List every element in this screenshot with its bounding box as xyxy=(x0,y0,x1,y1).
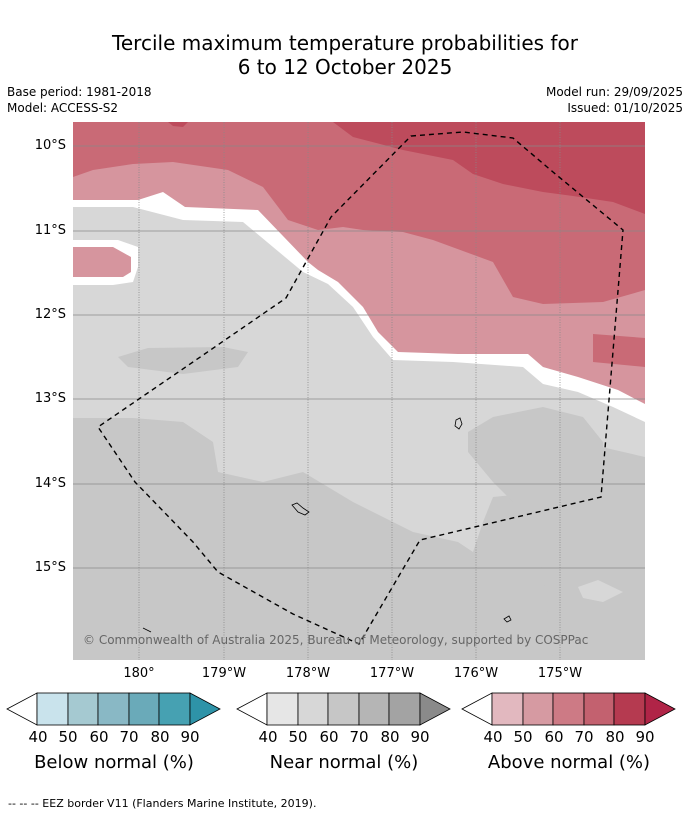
eez-border xyxy=(97,131,624,645)
near-normal-40-swatch xyxy=(266,692,299,726)
title-line-1: Tercile maximum temperature probabilitie… xyxy=(112,31,578,55)
island-outline-south xyxy=(503,615,512,623)
above-normal-80-swatch xyxy=(613,692,646,726)
near-normal-tick: 40 xyxy=(258,728,278,746)
lat-label-12s: 12°S xyxy=(34,307,66,322)
near-normal-dark-patch xyxy=(118,347,248,374)
island-outline-east xyxy=(454,417,463,430)
probability-map xyxy=(73,122,645,660)
grid-lines xyxy=(138,122,561,660)
near-normal-tick: 90 xyxy=(410,728,430,746)
eez-border-note: -- -- -- EEZ border V11 (Flanders Marine… xyxy=(8,797,317,810)
island-outline-west xyxy=(142,627,152,633)
lon-label-179w: 179°W xyxy=(201,666,247,681)
lon-label-178w: 178°W xyxy=(285,666,331,681)
near-normal-tick: 60 xyxy=(319,728,339,746)
above-normal-60-east-patch xyxy=(593,334,645,367)
above-normal-50-swatch xyxy=(522,692,554,726)
near-normal-caption: Near normal (%) xyxy=(269,752,419,773)
lat-label-13s: 13°S xyxy=(34,391,66,406)
near-normal-dark-patch-south xyxy=(578,580,623,602)
above-normal-tick: 90 xyxy=(635,728,655,746)
below-normal-low-arrow xyxy=(6,692,38,726)
near-normal-90-arrow xyxy=(419,692,451,726)
title-line-2: 6 to 12 October 2025 xyxy=(237,55,453,79)
lat-label-15s: 15°S xyxy=(34,560,66,575)
above-normal-low-arrow xyxy=(461,692,493,726)
near-normal-70-swatch xyxy=(358,692,390,726)
above-normal-60-swatch xyxy=(552,692,585,726)
above-normal-tick: 40 xyxy=(483,728,503,746)
below-normal-40-swatch xyxy=(36,692,69,726)
near-normal-60-swatch xyxy=(327,692,360,726)
near-normal-50-swatch xyxy=(297,692,329,726)
below-normal-tick: 40 xyxy=(28,728,48,746)
base-period: Base period: 1981-2018 xyxy=(7,85,152,99)
lat-label-10s: 10°S xyxy=(34,138,66,153)
near-normal-tick: 50 xyxy=(288,728,308,746)
near-normal-tick: 70 xyxy=(349,728,369,746)
above-normal-70-nw xyxy=(168,122,188,127)
above-normal-70-swatch xyxy=(583,692,615,726)
above-normal-70 xyxy=(333,122,645,214)
lon-label-176w: 176°W xyxy=(453,666,499,681)
copyright-credit: © Commonwealth of Australia 2025, Bureau… xyxy=(83,633,589,647)
near-normal-dark-region xyxy=(73,418,645,660)
model-run: Model run: 29/09/2025 xyxy=(545,85,683,99)
model-name: Model: ACCESS-S2 xyxy=(7,101,119,115)
above-normal-caption: Above normal (%) xyxy=(487,752,651,773)
lon-label-180: 180° xyxy=(123,666,155,681)
issued-date: Issued: 01/10/2025 xyxy=(567,101,683,115)
below-normal-tick: 60 xyxy=(89,728,109,746)
above-normal-tick: 60 xyxy=(544,728,564,746)
near-normal-80-swatch xyxy=(388,692,421,726)
below-normal-tick: 50 xyxy=(58,728,78,746)
above-normal-40-swatch xyxy=(491,692,524,726)
above-normal-50-west-fill xyxy=(73,247,131,277)
colorbar-above-normal: 40 50 60 70 80 90 Above normal (%) xyxy=(461,692,677,782)
island-outline-central xyxy=(291,502,310,516)
below-normal-90-arrow xyxy=(189,692,221,726)
below-normal-tick: 80 xyxy=(150,728,170,746)
below-normal-70-swatch xyxy=(128,692,160,726)
colorbar-below-normal: 40 50 60 70 80 90 Below normal (%) xyxy=(6,692,222,782)
above-normal-90-arrow xyxy=(644,692,676,726)
above-normal-tick: 50 xyxy=(513,728,533,746)
below-normal-80-swatch xyxy=(158,692,191,726)
below-normal-50-swatch xyxy=(67,692,99,726)
below-normal-tick: 70 xyxy=(119,728,139,746)
below-normal-caption: Below normal (%) xyxy=(34,752,194,773)
lat-label-14s: 14°S xyxy=(34,476,66,491)
above-normal-tick: 70 xyxy=(574,728,594,746)
above-normal-tick: 80 xyxy=(605,728,625,746)
lat-label-11s: 11°S xyxy=(34,223,66,238)
lon-label-177w: 177°W xyxy=(369,666,415,681)
below-normal-tick: 90 xyxy=(180,728,200,746)
grid-lines-horizontal xyxy=(73,145,645,569)
colorbar-near-normal: 40 50 60 70 80 90 Near normal (%) xyxy=(236,692,452,782)
below-normal-60-swatch xyxy=(97,692,130,726)
lon-label-175w: 175°W xyxy=(537,666,583,681)
near-normal-tick: 80 xyxy=(380,728,400,746)
near-normal-low-arrow xyxy=(236,692,268,726)
